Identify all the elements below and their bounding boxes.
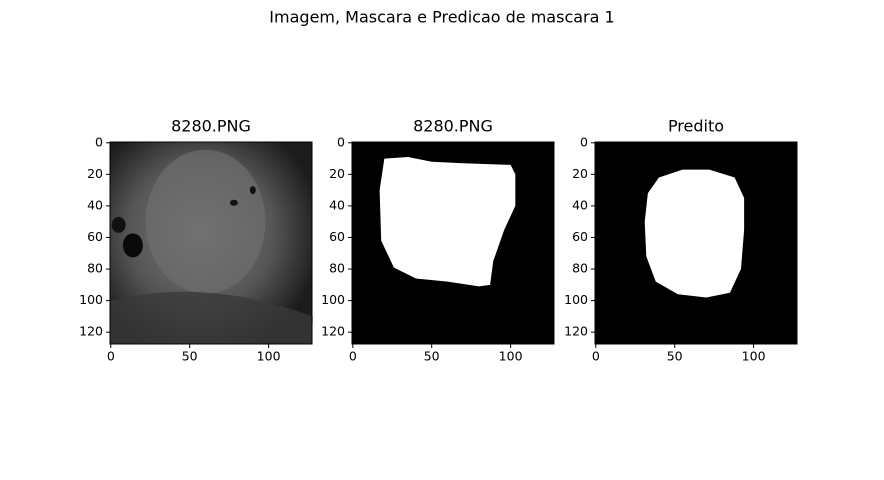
y-tick-label: 60 [87, 229, 103, 244]
y-tick-label: 40 [87, 197, 103, 212]
y-tick-label: 60 [572, 229, 588, 244]
vessel [111, 216, 126, 233]
y-tick-label: 20 [87, 166, 103, 181]
axes-frame [109, 141, 313, 345]
axes-title: 8280.PNG [171, 117, 251, 136]
y-tick-label: 0 [95, 134, 103, 149]
mask [379, 156, 516, 287]
figure-title: Imagem, Mascara e Predicao de mascara 1 [269, 8, 614, 27]
y-tick-label: 0 [580, 134, 588, 149]
y-tick-label: 0 [337, 134, 345, 149]
y-tick-label: 100 [564, 292, 588, 307]
y-tick-label: 120 [564, 324, 588, 339]
axes-frame [594, 141, 798, 345]
spot [249, 186, 256, 195]
x-tick-label: 0 [349, 349, 357, 364]
y-tick-label: 20 [572, 166, 588, 181]
axes-title: Predito [668, 117, 724, 136]
y-tick-label: 120 [79, 324, 103, 339]
spot [229, 199, 238, 206]
y-tick-label: 80 [329, 261, 345, 276]
y-tick-label: 120 [321, 324, 345, 339]
y-tick-label: 100 [321, 292, 345, 307]
x-tick-label: 0 [592, 349, 600, 364]
x-tick-label: 0 [107, 349, 115, 364]
x-tick-label: 100 [499, 349, 523, 364]
y-tick-label: 80 [572, 261, 588, 276]
x-tick-label: 50 [667, 349, 683, 364]
vessel [122, 233, 143, 258]
x-tick-label: 50 [424, 349, 440, 364]
y-tick-label: 40 [329, 197, 345, 212]
axes-frame [351, 141, 555, 345]
y-tick-label: 40 [572, 197, 588, 212]
x-tick-label: 50 [182, 349, 198, 364]
y-tick-label: 100 [79, 292, 103, 307]
axes-title: 8280.PNG [413, 117, 493, 136]
x-tick-label: 100 [257, 349, 281, 364]
x-tick-label: 100 [742, 349, 766, 364]
y-tick-label: 80 [87, 261, 103, 276]
y-tick-label: 20 [329, 166, 345, 181]
y-tick-label: 60 [329, 229, 345, 244]
nodule [145, 149, 266, 294]
mask [644, 169, 745, 298]
lower-tissue [110, 291, 313, 344]
